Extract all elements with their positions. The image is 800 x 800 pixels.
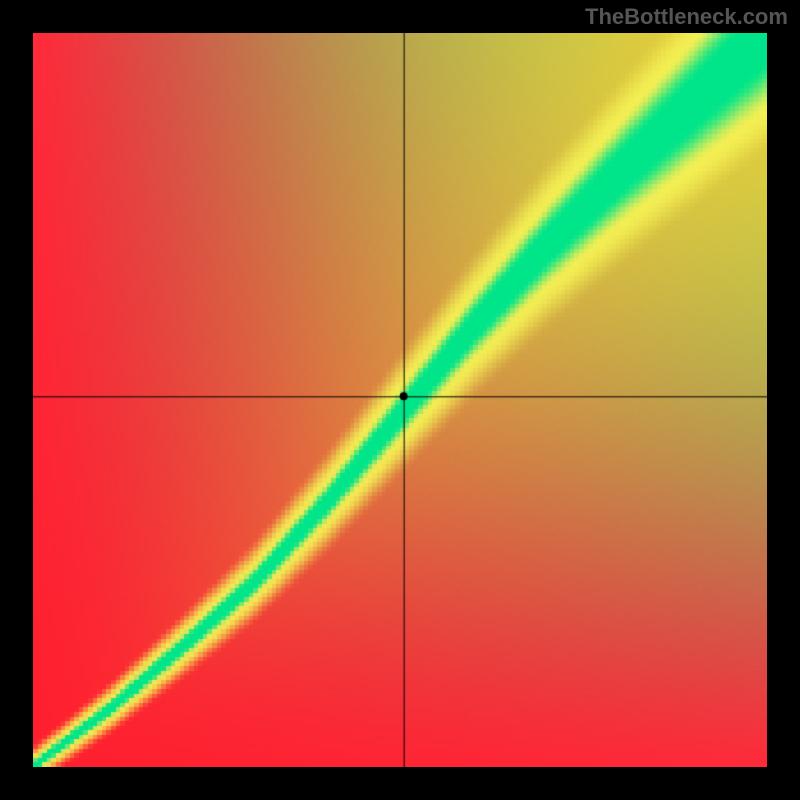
- watermark-text: TheBottleneck.com: [585, 4, 788, 30]
- bottleneck-heatmap: [33, 33, 767, 767]
